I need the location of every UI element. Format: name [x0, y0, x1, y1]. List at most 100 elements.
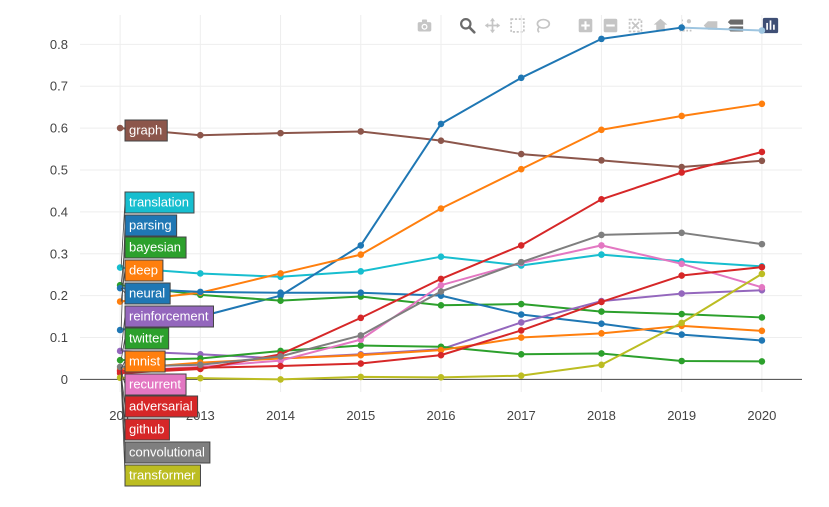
series-label-recurrent[interactable]: recurrent [120, 370, 187, 396]
series-label-transformer[interactable]: transformer [120, 377, 201, 487]
data-point-graph[interactable] [598, 157, 605, 164]
data-point-github[interactable] [357, 360, 365, 367]
data-point-github[interactable] [678, 272, 685, 279]
data-point-transformer[interactable] [598, 361, 605, 369]
lasso-icon[interactable] [532, 15, 553, 36]
pan-icon[interactable] [482, 15, 503, 36]
data-point-twitter[interactable] [598, 350, 605, 357]
data-point-neural[interactable] [598, 320, 605, 328]
series-line-parsing[interactable] [119, 26, 682, 331]
zoom-out-icon[interactable] [600, 15, 621, 36]
data-point-transformer[interactable] [357, 373, 365, 381]
data-point-parsing[interactable] [437, 120, 445, 128]
data-point-graph[interactable] [277, 129, 284, 137]
series-label-mnist[interactable]: mnist [120, 350, 166, 373]
data-point-recurrent[interactable] [678, 260, 685, 268]
spike-lines-icon[interactable] [675, 15, 696, 36]
data-point-deep[interactable] [357, 251, 365, 258]
data-point-mnist[interactable] [357, 351, 365, 359]
data-point-parsing[interactable] [357, 242, 365, 249]
series-label-translation[interactable]: translation [120, 191, 195, 268]
data-point-bayesian[interactable] [517, 300, 525, 308]
data-point-convolutional[interactable] [357, 332, 365, 339]
camera-icon[interactable] [414, 15, 435, 36]
data-point-mnist[interactable] [758, 327, 766, 335]
data-point-adversarial[interactable] [357, 314, 365, 322]
series-label-neural[interactable]: neural [120, 282, 171, 305]
data-point-graph[interactable] [437, 137, 445, 144]
data-point-adversarial[interactable] [517, 242, 525, 249]
data-point-convolutional[interactable] [197, 361, 204, 369]
data-point-bayesian[interactable] [678, 310, 685, 318]
data-point-parsing[interactable] [598, 35, 605, 43]
data-point-deep[interactable] [598, 126, 605, 134]
data-point-neural[interactable] [116, 284, 124, 292]
series-label-github[interactable]: github [120, 371, 170, 441]
data-point-parsing[interactable] [678, 24, 685, 31]
data-point-twitter[interactable] [678, 357, 685, 365]
series-label-adversarial[interactable]: adversarial [120, 373, 199, 418]
data-point-github[interactable] [277, 362, 284, 370]
autoscale-icon[interactable] [625, 15, 646, 36]
data-point-mnist[interactable] [437, 346, 445, 354]
data-point-github[interactable] [517, 327, 525, 334]
data-point-convolutional[interactable] [598, 231, 605, 239]
data-point-adversarial[interactable] [437, 275, 445, 283]
data-point-graph[interactable] [517, 150, 525, 158]
data-point-reinforcement[interactable] [678, 290, 685, 297]
series-label-parsing[interactable]: parsing [120, 214, 178, 331]
data-point-bayesian[interactable] [437, 301, 445, 309]
data-point-deep[interactable] [437, 205, 445, 212]
zoom-icon[interactable] [457, 15, 478, 36]
data-point-graph[interactable] [357, 128, 365, 135]
data-point-github[interactable] [437, 351, 445, 359]
data-point-convolutional[interactable] [678, 229, 685, 237]
data-point-deep[interactable] [277, 270, 284, 277]
data-point-mnist[interactable] [517, 334, 525, 341]
data-point-translation[interactable] [437, 253, 445, 260]
series-label-bayesian[interactable]: bayesian [120, 236, 187, 286]
data-point-recurrent[interactable] [758, 283, 766, 291]
series-line-highlight-parsing[interactable] [681, 26, 762, 32]
data-point-convolutional[interactable] [437, 288, 445, 295]
plotly-logo-icon[interactable] [760, 15, 781, 36]
reset-axes-icon[interactable] [650, 15, 671, 36]
data-point-twitter[interactable] [116, 356, 124, 364]
hover-closest-icon[interactable] [700, 15, 721, 36]
data-point-transformer[interactable] [437, 374, 445, 381]
data-point-github[interactable] [598, 298, 605, 306]
series-label-convolutional[interactable]: convolutional [120, 366, 211, 464]
data-point-convolutional[interactable] [517, 258, 525, 266]
data-point-translation[interactable] [116, 264, 124, 271]
data-point-bayesian[interactable] [758, 314, 766, 321]
data-point-neural[interactable] [277, 289, 284, 297]
data-point-transformer[interactable] [197, 374, 204, 382]
zoom-in-icon[interactable] [575, 15, 596, 36]
data-point-reinforcement[interactable] [116, 347, 124, 355]
series-label-graph[interactable]: graph [124, 119, 168, 142]
data-point-transformer[interactable] [517, 372, 525, 379]
data-point-parsing[interactable] [758, 27, 766, 34]
data-point-transformer[interactable] [277, 376, 284, 383]
data-point-reinforcement[interactable] [517, 319, 525, 326]
data-point-deep[interactable] [678, 112, 685, 120]
data-point-parsing[interactable] [116, 326, 124, 334]
data-point-twitter[interactable] [357, 342, 365, 349]
data-point-transformer[interactable] [678, 319, 685, 327]
data-point-twitter[interactable] [758, 358, 766, 365]
data-point-translation[interactable] [598, 251, 605, 258]
data-point-translation[interactable] [357, 268, 365, 275]
data-point-recurrent[interactable] [437, 281, 445, 289]
data-point-parsing[interactable] [517, 74, 525, 82]
data-point-neural[interactable] [517, 311, 525, 318]
data-point-neural[interactable] [197, 288, 204, 296]
data-point-mnist[interactable] [598, 330, 605, 337]
data-point-bayesian[interactable] [598, 308, 605, 315]
data-point-graph[interactable] [678, 163, 685, 171]
data-point-translation[interactable] [197, 270, 204, 277]
data-point-deep[interactable] [758, 100, 766, 108]
data-point-github[interactable] [758, 263, 766, 271]
data-point-convolutional[interactable] [758, 240, 766, 248]
data-point-deep[interactable] [517, 165, 525, 173]
series-label-deep[interactable]: deep [120, 259, 164, 302]
